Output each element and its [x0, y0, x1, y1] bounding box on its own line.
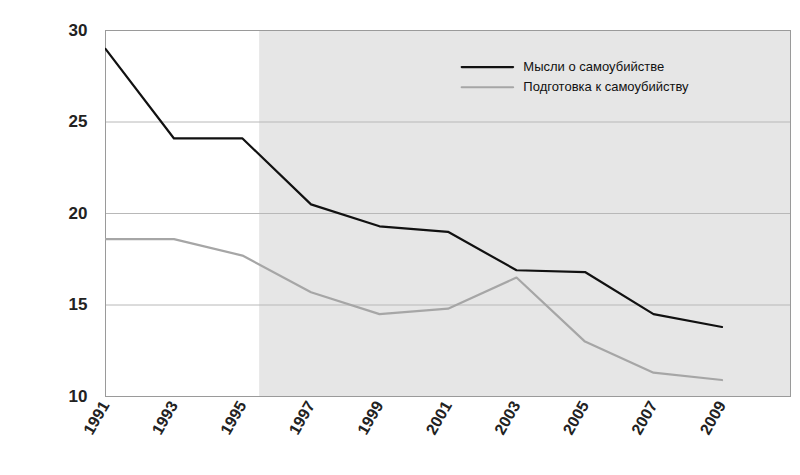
svg-text:Подготовка к самоубийству: Подготовка к самоубийству [523, 79, 689, 94]
svg-text:2007: 2007 [628, 398, 661, 437]
svg-text:10: 10 [69, 387, 88, 406]
svg-text:1991: 1991 [80, 398, 113, 437]
svg-text:1995: 1995 [217, 398, 250, 437]
svg-text:1997: 1997 [286, 398, 319, 437]
svg-text:2001: 2001 [423, 398, 456, 437]
svg-text:30: 30 [69, 21, 88, 40]
svg-text:1993: 1993 [149, 398, 182, 437]
svg-text:20: 20 [69, 204, 88, 223]
svg-text:2009: 2009 [697, 398, 730, 437]
svg-text:Мысли о самоубийстве: Мысли о самоубийстве [523, 59, 664, 74]
svg-text:1999: 1999 [354, 398, 387, 437]
svg-text:2005: 2005 [560, 398, 593, 437]
svg-text:15: 15 [69, 295, 88, 314]
svg-text:25: 25 [69, 112, 88, 131]
svg-text:2003: 2003 [491, 398, 524, 437]
